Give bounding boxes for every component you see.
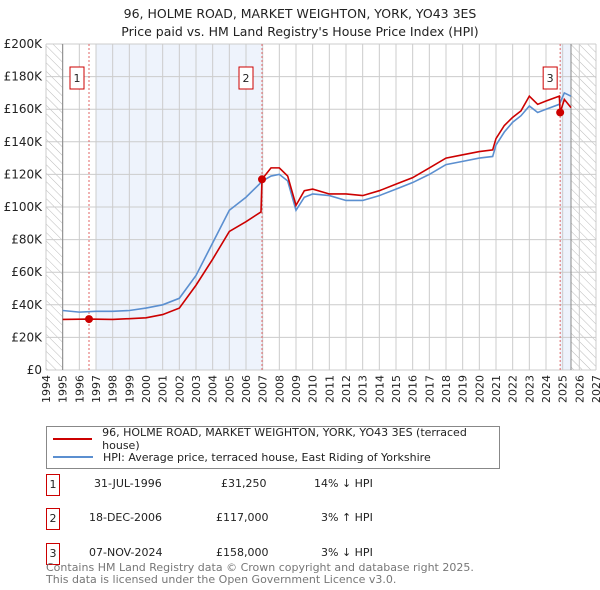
x-tick-label: 2015 <box>390 375 403 403</box>
legend-blue-label: HPI: Average price, terraced house, East… <box>103 450 431 464</box>
y-tick-label: £120K <box>4 167 44 181</box>
x-tick-label: 2027 <box>590 375 600 403</box>
sale-row: 3 07-NOV-2024 £158,000 3% ↓ HPI <box>46 543 446 565</box>
sale-hpi: 3% ↑ HPI <box>321 511 373 524</box>
x-tick-label: 2024 <box>540 375 553 403</box>
x-tick-label: 2010 <box>307 375 320 403</box>
y-tick-label: £180K <box>4 70 44 84</box>
y-tick-label: £60K <box>11 265 43 279</box>
x-tick-label: 1997 <box>90 375 103 403</box>
sale-label: 3 <box>547 72 554 85</box>
x-tick-label: 2014 <box>373 375 386 403</box>
sale-label-box <box>542 66 558 90</box>
sale-hpi: 3% ↓ HPI <box>321 546 373 559</box>
x-tick-label: 1998 <box>107 375 120 403</box>
x-tick-label: 1999 <box>123 375 136 403</box>
x-tick-label: 2019 <box>457 375 470 403</box>
y-tick-label: £40K <box>11 298 43 312</box>
x-tick-label: 2003 <box>190 375 203 403</box>
sale-date: 31-JUL-1996 <box>94 477 162 490</box>
y-tick-label: £0 <box>27 363 42 377</box>
hpi-line <box>62 91 572 313</box>
sale-label: 2 <box>243 72 250 85</box>
sale-row: 2 18-DEC-2006 £117,000 3% ↑ HPI <box>46 508 446 530</box>
x-tick-label: 2011 <box>323 375 336 403</box>
sale-point <box>258 175 266 184</box>
legend-red-swatch <box>53 438 93 440</box>
sale-label-box <box>238 66 254 90</box>
x-tick-label: 2021 <box>490 375 503 403</box>
sale-price: £31,250 <box>221 477 267 490</box>
x-tick-label: 2018 <box>440 375 453 403</box>
x-tick-label: 2005 <box>223 375 236 403</box>
chart-title: 96, HOLME ROAD, MARKET WEIGHTON, YORK, Y… <box>123 6 477 21</box>
sale-price: £117,000 <box>216 511 269 524</box>
y-tick-label: £80K <box>11 233 43 247</box>
x-tick-label: 2022 <box>507 375 520 403</box>
legend-blue-swatch <box>53 456 93 458</box>
x-tick-label: 2009 <box>290 375 303 403</box>
legend-red-label: 96, HOLME ROAD, MARKET WEIGHTON, YORK, Y… <box>102 426 467 452</box>
sale-marker: 3 <box>46 543 60 565</box>
y-tick-label: £140K <box>4 135 44 149</box>
x-tick-label: 2002 <box>173 375 186 403</box>
x-tick-label: 2012 <box>340 375 353 403</box>
x-tick-label: 2001 <box>157 375 170 403</box>
plot-area: 1994 1995 1996 1997 1998 1999 2000 2001 2002 2003… <box>4 37 600 403</box>
x-tick-label: 2026 <box>573 375 586 403</box>
x-tick-label: 2000 <box>140 375 153 403</box>
x-tick-label: 2020 <box>473 375 486 403</box>
x-tick-label: 2007 <box>257 375 270 403</box>
x-tick-label: 2006 <box>240 375 253 403</box>
footer-copyright: Contains HM Land Registry data © Crown c… <box>46 561 474 574</box>
y-tick-label: £200K <box>4 37 44 51</box>
sale-date: 18-DEC-2006 <box>89 511 163 524</box>
x-tick-label: 2023 <box>523 375 536 403</box>
legend: 96, HOLME ROAD, MARKET WEIGHTON, YORK, Y… <box>46 426 500 469</box>
y-tick-label: £100K <box>4 200 44 214</box>
sale-label-box <box>69 66 85 90</box>
x-tick-label: 1995 <box>57 375 70 403</box>
sale-point <box>85 315 93 324</box>
sale-hpi: 14% ↓ HPI <box>314 477 373 490</box>
x-tick-label: 1994 <box>40 375 53 403</box>
price-paid-line <box>62 94 572 321</box>
sale-date: 07-NOV-2024 <box>89 546 163 559</box>
sale-point <box>556 108 565 117</box>
sale-label: 1 <box>74 72 81 85</box>
x-tick-label: 2025 <box>557 375 570 403</box>
y-tick-label: £20K <box>11 330 43 344</box>
x-tick-label: 2008 <box>273 375 286 403</box>
chart-subtitle: Price paid vs. HM Land Registry's House … <box>121 24 479 39</box>
x-tick-label: 1996 <box>73 375 86 403</box>
sale-marker: 1 <box>46 474 60 496</box>
y-tick-label: £160K <box>4 102 44 116</box>
x-tick-label: 2017 <box>423 375 436 403</box>
x-tick-label: 2004 <box>207 375 220 403</box>
footer-licence: This data is licensed under the Open Gov… <box>46 573 397 586</box>
sale-row: 1 31-JUL-1996 £31,250 14% ↓ HPI <box>46 474 446 496</box>
x-tick-label: 2013 <box>357 375 370 403</box>
sale-price: £158,000 <box>216 546 269 559</box>
sale-marker: 2 <box>46 508 60 530</box>
x-tick-label: 2016 <box>407 375 420 403</box>
